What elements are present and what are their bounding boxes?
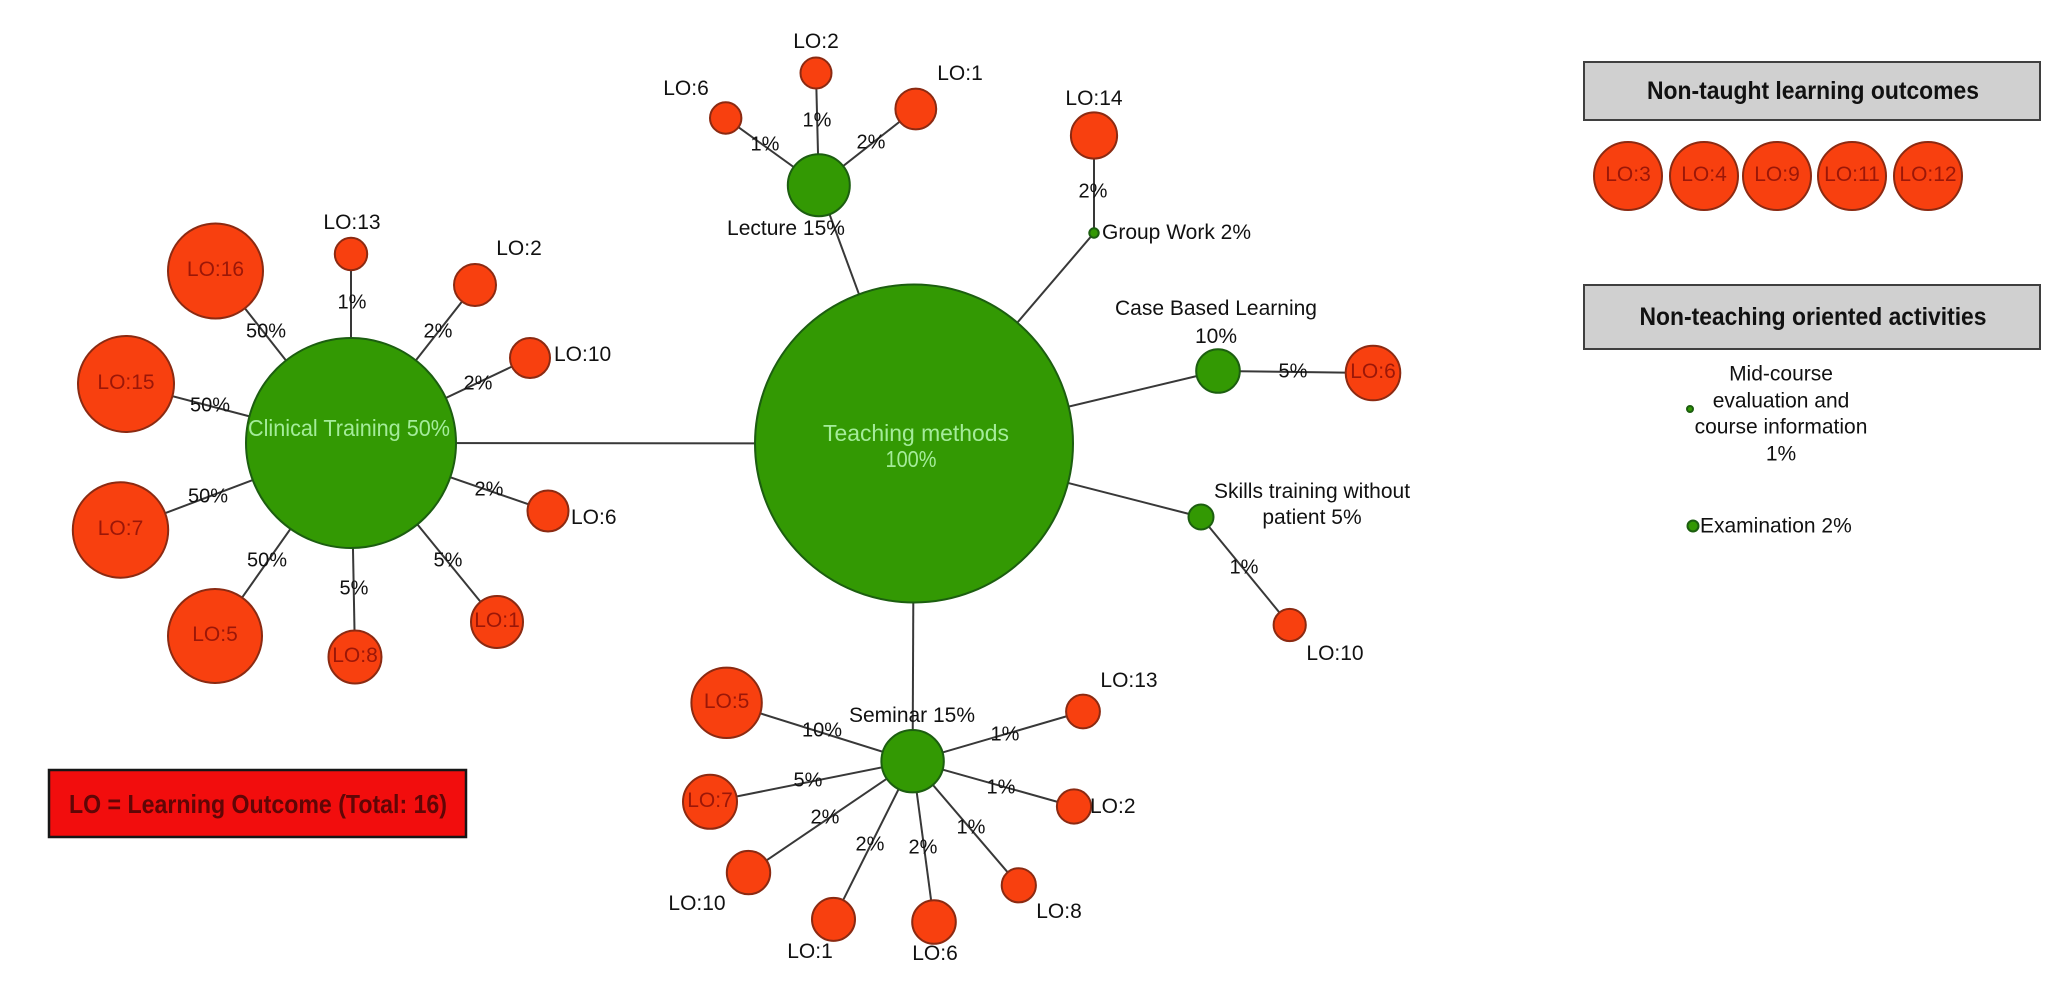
svg-text:LO:6: LO:6 xyxy=(1350,360,1396,383)
svg-text:LO:2: LO:2 xyxy=(793,30,839,53)
svg-text:LO:10: LO:10 xyxy=(668,892,725,915)
svg-text:2%: 2% xyxy=(856,834,885,856)
svg-text:10%: 10% xyxy=(802,720,842,742)
svg-text:10%: 10% xyxy=(1195,325,1237,348)
svg-text:LO:8: LO:8 xyxy=(1036,900,1082,923)
svg-text:Lecture 15%: Lecture 15% xyxy=(727,217,845,240)
svg-text:LO:2: LO:2 xyxy=(1090,795,1136,818)
svg-text:LO:1: LO:1 xyxy=(937,62,983,85)
svg-text:Seminar 15%: Seminar 15% xyxy=(849,704,975,727)
svg-text:50%: 50% xyxy=(247,550,287,572)
svg-text:LO:13: LO:13 xyxy=(323,211,380,234)
svg-text:50%: 50% xyxy=(188,486,228,508)
svg-text:patient 5%: patient 5% xyxy=(1262,506,1361,529)
svg-text:2%: 2% xyxy=(424,321,453,343)
svg-text:5%: 5% xyxy=(340,578,369,600)
svg-text:Clinical Training 50%: Clinical Training 50% xyxy=(248,415,450,441)
svg-text:1%: 1% xyxy=(1230,557,1259,579)
svg-text:5%: 5% xyxy=(1279,361,1308,383)
svg-text:2%: 2% xyxy=(1079,181,1108,203)
svg-text:LO:16: LO:16 xyxy=(187,258,244,281)
svg-text:LO:2: LO:2 xyxy=(496,237,542,260)
svg-text:LO:11: LO:11 xyxy=(1824,163,1880,186)
svg-text:LO:5: LO:5 xyxy=(704,690,750,713)
svg-text:LO:10: LO:10 xyxy=(1306,642,1363,665)
svg-text:LO:15: LO:15 xyxy=(97,371,154,394)
svg-text:LO:4: LO:4 xyxy=(1681,163,1727,186)
svg-text:2%: 2% xyxy=(464,373,493,395)
svg-text:LO:13: LO:13 xyxy=(1100,669,1157,692)
svg-text:1%: 1% xyxy=(991,724,1020,746)
svg-text:2%: 2% xyxy=(857,132,886,154)
svg-text:Skills training without: Skills training without xyxy=(1214,480,1410,503)
svg-text:50%: 50% xyxy=(190,395,230,417)
svg-text:1%: 1% xyxy=(338,292,367,314)
svg-text:50%: 50% xyxy=(246,321,286,343)
svg-text:LO:6: LO:6 xyxy=(663,77,709,100)
svg-text:LO:8: LO:8 xyxy=(332,644,378,667)
svg-text:Non-teaching oriented activiti: Non-teaching oriented activities xyxy=(1640,303,1987,331)
svg-text:LO:12: LO:12 xyxy=(1899,163,1956,186)
svg-text:Group Work 2%: Group Work 2% xyxy=(1102,221,1251,244)
svg-text:Mid-course: Mid-course xyxy=(1729,363,1833,386)
svg-text:5%: 5% xyxy=(794,770,823,792)
svg-text:2%: 2% xyxy=(811,807,840,829)
svg-text:LO:7: LO:7 xyxy=(687,789,733,812)
svg-text:1%: 1% xyxy=(803,110,832,132)
svg-text:1%: 1% xyxy=(1766,443,1796,466)
svg-text:1%: 1% xyxy=(957,817,986,839)
svg-text:LO = Learning Outcome (Total:: LO = Learning Outcome (Total: 16) xyxy=(69,789,447,819)
svg-text:LO:7: LO:7 xyxy=(98,517,144,540)
svg-text:Case Based Learning: Case Based Learning xyxy=(1115,297,1317,320)
svg-text:Teaching methods: Teaching methods xyxy=(823,420,1009,446)
svg-text:Non-taught learning outcomes: Non-taught learning outcomes xyxy=(1647,77,1979,105)
svg-text:LO:3: LO:3 xyxy=(1605,163,1651,186)
svg-text:LO:5: LO:5 xyxy=(192,623,238,646)
svg-text:5%: 5% xyxy=(434,550,463,572)
svg-text:2%: 2% xyxy=(475,479,504,501)
svg-text:course information: course information xyxy=(1695,416,1868,439)
svg-text:1%: 1% xyxy=(751,134,780,156)
svg-text:1%: 1% xyxy=(987,777,1016,799)
svg-text:100%: 100% xyxy=(886,446,937,472)
svg-text:2%: 2% xyxy=(909,837,938,859)
svg-text:LO:10: LO:10 xyxy=(554,343,611,366)
svg-text:Examination 2%: Examination 2% xyxy=(1700,515,1852,538)
svg-text:LO:14: LO:14 xyxy=(1065,87,1123,110)
svg-text:evaluation and: evaluation and xyxy=(1713,390,1850,413)
svg-text:LO:9: LO:9 xyxy=(1754,163,1800,186)
svg-text:LO:1: LO:1 xyxy=(474,609,520,632)
svg-text:LO:6: LO:6 xyxy=(571,506,617,529)
svg-text:LO:6: LO:6 xyxy=(912,942,958,965)
svg-text:LO:1: LO:1 xyxy=(787,940,833,963)
